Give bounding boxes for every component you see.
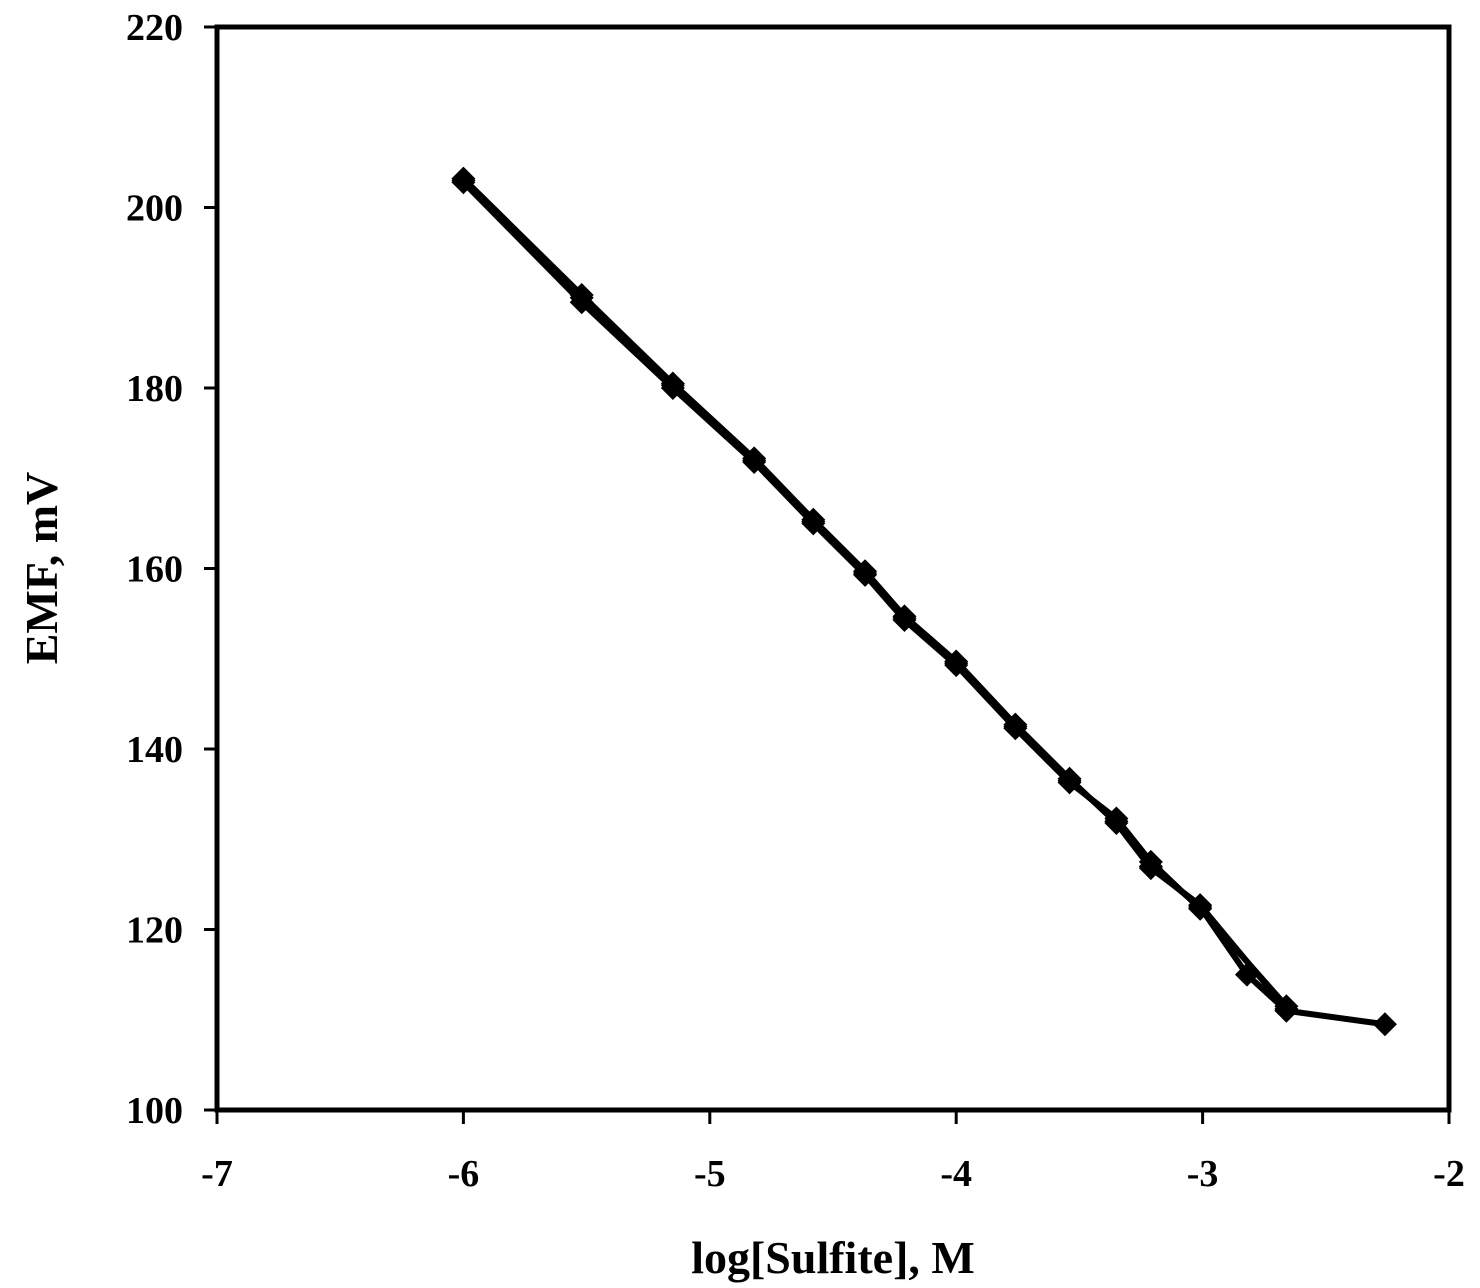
y-tick-label: 100: [126, 1090, 183, 1132]
data-point: [944, 649, 969, 674]
y-tick-label: 140: [126, 729, 183, 771]
plot-area: [214, 24, 1452, 1113]
data-point: [1057, 766, 1082, 791]
data-point: [1274, 996, 1299, 1021]
x-tick-label: -4: [940, 1153, 972, 1195]
data-point: [742, 446, 767, 471]
y-tick-label: 180: [126, 368, 183, 410]
data-point: [1104, 811, 1129, 836]
x-axis-ticks: -7 -6 -5 -4 -3 -2: [201, 1110, 1465, 1195]
data-point: [1138, 856, 1163, 881]
data-point: [569, 283, 594, 308]
data-point: [451, 166, 476, 191]
data-point: [801, 507, 826, 532]
data-point: [1003, 712, 1028, 737]
x-tick-label: -7: [201, 1153, 233, 1195]
data-point: [892, 604, 917, 629]
data-point: [853, 559, 878, 584]
y-tick-label: 120: [126, 910, 183, 952]
x-tick-label: -2: [1433, 1153, 1465, 1195]
y-tick-label: 160: [126, 549, 183, 591]
y-axis-label: EMF, mV: [16, 472, 67, 665]
x-axis-label: log[Sulfite], M: [691, 1232, 975, 1283]
marker-layer: [451, 166, 1397, 1037]
y-axis-ticks: 100 120 140 160 180 200 220: [126, 7, 217, 1132]
x-tick-label: -6: [448, 1153, 480, 1195]
y-tick-label: 220: [126, 7, 183, 49]
data-point: [1188, 893, 1213, 918]
data-point: [1372, 1012, 1397, 1037]
x-tick-label: -3: [1187, 1153, 1219, 1195]
x-tick-label: -5: [694, 1153, 726, 1195]
y-tick-label: 200: [126, 188, 183, 230]
data-point: [1234, 962, 1259, 987]
data-point: [660, 371, 685, 396]
